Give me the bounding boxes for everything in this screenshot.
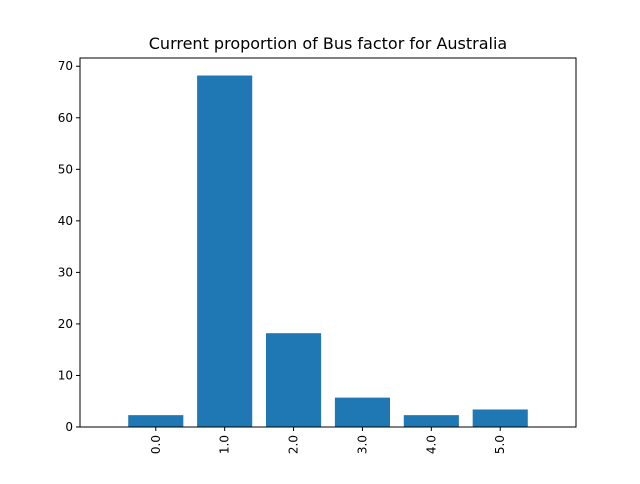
x-tick-label: 0.0 (149, 435, 163, 454)
y-tick-label: 70 (58, 59, 73, 73)
x-tick-label: 1.0 (218, 435, 232, 454)
plot-frame (79, 57, 577, 428)
x-tick-label: 4.0 (424, 435, 438, 454)
axes-layer: 0 10 20 30 40 50 60 70 0.0 1.0 2.0 3.0 4.0 5.0 (58, 57, 577, 454)
x-tick-label: 3.0 (355, 435, 369, 454)
x-tick-label: 2.0 (287, 435, 301, 454)
bar-2.0 (266, 333, 322, 427)
y-tick-label: 40 (58, 214, 73, 228)
chart-title: Current proportion of Bus factor for Aus… (149, 34, 507, 53)
bar-5.0 (472, 409, 528, 427)
bar-4.0 (403, 415, 459, 427)
y-tick-label: 20 (58, 317, 73, 331)
y-tick-label: 60 (58, 111, 73, 125)
bar-3.0 (334, 397, 390, 427)
y-tick-label: 10 (58, 368, 73, 382)
y-tick-label: 0 (65, 420, 73, 434)
bars-layer (128, 75, 528, 428)
x-tick-label: 5.0 (493, 435, 507, 454)
bar-0.0 (128, 415, 184, 427)
y-tick-label: 30 (58, 265, 73, 279)
bar-1.0 (197, 75, 253, 428)
y-tick-label: 50 (58, 162, 73, 176)
